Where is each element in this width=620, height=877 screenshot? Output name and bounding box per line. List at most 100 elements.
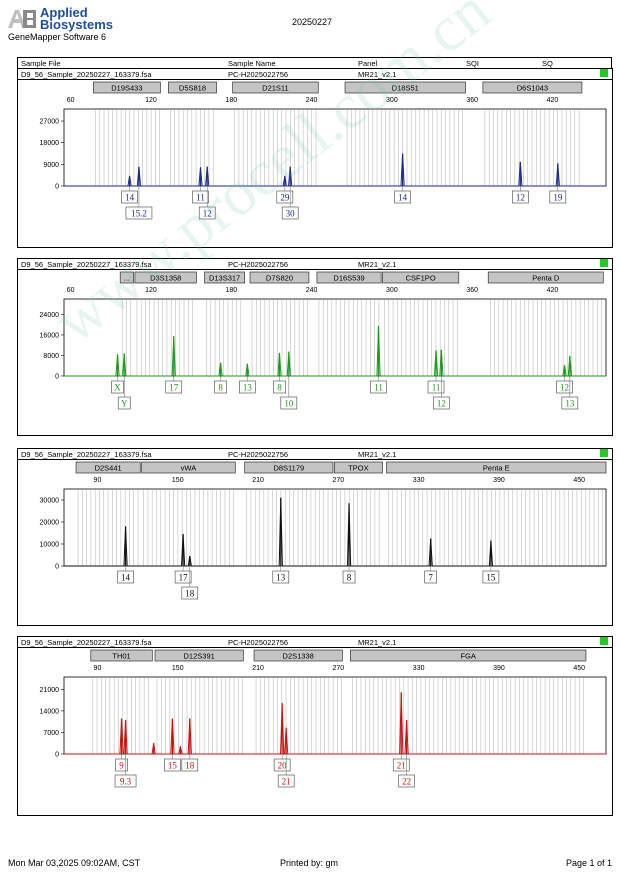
allele-call-box (276, 190, 294, 204)
marker-box (253, 649, 343, 662)
y-tick-label: 0 (55, 564, 59, 571)
allele-call-label: 10 (284, 399, 294, 409)
marker-box (93, 81, 161, 94)
track-info: D9_56_Sample_20250227_163379.fsa PC-H202… (18, 69, 612, 80)
x-tick-label: 390 (493, 477, 505, 484)
allele-call-label: 29 (280, 193, 290, 203)
allele-call-box (280, 396, 298, 410)
track-info: D9_56_Sample_20250227_163379.fsa PC-H202… (18, 637, 612, 648)
marker-label: D6S1043 (517, 84, 548, 93)
col-sq: SQ (542, 59, 553, 68)
col-panel: Panel (358, 59, 378, 68)
track-file: D9_56_Sample_20250227_163379.fsa (21, 450, 152, 459)
allele-call-label: 17 (169, 383, 179, 393)
marker-label: TPOX (348, 464, 368, 473)
track-info: D9_56_Sample_20250227_163379.fsa PC-H202… (18, 259, 612, 270)
y-tick-label: 8000 (43, 353, 59, 360)
allele-call-label: 18 (185, 761, 195, 771)
allele-call-label: 11 (432, 383, 441, 393)
sq-status-badge (600, 449, 608, 457)
brand-name: Applied Biosystems (40, 6, 113, 31)
marker-label: CSF1PO (406, 274, 436, 283)
x-tick-label: 390 (493, 665, 505, 672)
applied-biosystems-logo: Applied Biosystems (8, 6, 118, 38)
x-tick-label: 180 (225, 97, 237, 104)
marker-label: Penta E (483, 464, 510, 473)
allele-call-label: 14 (398, 193, 408, 203)
signal-trace (64, 153, 606, 187)
marker-label: D16S539 (333, 274, 364, 283)
y-tick-label: 0 (55, 752, 59, 759)
allele-call-box (398, 774, 415, 788)
sq-status-badge (600, 69, 608, 77)
y-tick-label: 16000 (40, 332, 60, 339)
allele-call-label: 7 (428, 573, 433, 583)
marker-label: D7S820 (266, 274, 293, 283)
x-tick-label: 240 (306, 97, 318, 104)
marker-box (344, 81, 466, 94)
track-file: D9_56_Sample_20250227_163379.fsa (21, 638, 152, 647)
marker-box (154, 649, 244, 662)
marker-label: D8S1179 (273, 464, 304, 473)
track-panel: MR21_v2.1 (358, 450, 397, 459)
marker-label: TH01 (112, 652, 130, 661)
allele-call-label: 9 (119, 761, 124, 771)
allele-call-box (114, 774, 137, 788)
allele-call-label: 11 (374, 383, 383, 393)
electropherogram-green: D9_56_Sample_20250227_163379.fsa PC-H202… (17, 258, 613, 436)
track-sample: PC-H2025022756 (228, 450, 289, 459)
marker-box (141, 461, 236, 474)
allele-call-label: 21 (282, 777, 291, 787)
x-tick-label: 60 (67, 97, 75, 104)
allele-call-label: 20 (278, 761, 288, 771)
allele-call-box (512, 190, 529, 204)
y-tick-label: 9000 (43, 162, 59, 169)
x-tick-label: 270 (333, 665, 345, 672)
marker-box (316, 271, 382, 284)
allele-call-box (427, 380, 445, 394)
x-tick-label: 240 (306, 287, 318, 294)
track-file: D9_56_Sample_20250227_163379.fsa (21, 70, 152, 79)
x-tick-label: 330 (413, 477, 425, 484)
y-tick-label: 20000 (40, 520, 60, 527)
allele-call-label: 19 (553, 193, 563, 203)
allele-call-label: Y (121, 399, 128, 409)
x-tick-label: 90 (94, 477, 102, 484)
allele-call-box (192, 190, 209, 204)
x-tick-label: 120 (145, 97, 157, 104)
marker-label: D2S1338 (283, 652, 314, 661)
signal-trace (64, 692, 606, 755)
allele-call-label: 8 (277, 383, 282, 393)
electropherogram-black: D9_56_Sample_20250227_163379.fsa PC-H202… (17, 448, 613, 626)
allele-call-box (556, 380, 573, 394)
x-tick-label: 300 (386, 287, 398, 294)
x-tick-label: 360 (466, 97, 478, 104)
allele-call-label: 12 (560, 383, 569, 393)
allele-call-box (165, 380, 183, 394)
marker-label: D2S441 (95, 464, 122, 473)
allele-call-label: 15.2 (131, 209, 147, 219)
x-tick-label: 150 (172, 665, 184, 672)
allele-call-label: 22 (402, 777, 411, 787)
col-sample-file: Sample File (21, 59, 61, 68)
y-tick-label: 27000 (40, 119, 60, 126)
allele-call-label: 15 (168, 761, 178, 771)
marker-box (75, 461, 141, 474)
report-date: 20250227 (292, 17, 333, 27)
allele-call-box (117, 570, 134, 584)
allele-call-label: 30 (286, 209, 296, 219)
marker-box (482, 81, 583, 94)
allele-call-box (117, 396, 131, 410)
plot-area (63, 488, 607, 567)
allele-call-box (181, 586, 199, 600)
track-panel: MR21_v2.1 (358, 638, 397, 647)
x-tick-label: 450 (573, 477, 585, 484)
x-tick-label: 270 (333, 477, 345, 484)
track-sample: PC-H2025022756 (228, 638, 289, 647)
marker-box (134, 271, 197, 284)
allele-call-label: 17 (179, 573, 189, 583)
allele-call-box (394, 190, 411, 204)
x-tick-label: 90 (94, 665, 102, 672)
x-tick-label: 210 (252, 477, 264, 484)
track-panel: MR21_v2.1 (358, 70, 397, 79)
